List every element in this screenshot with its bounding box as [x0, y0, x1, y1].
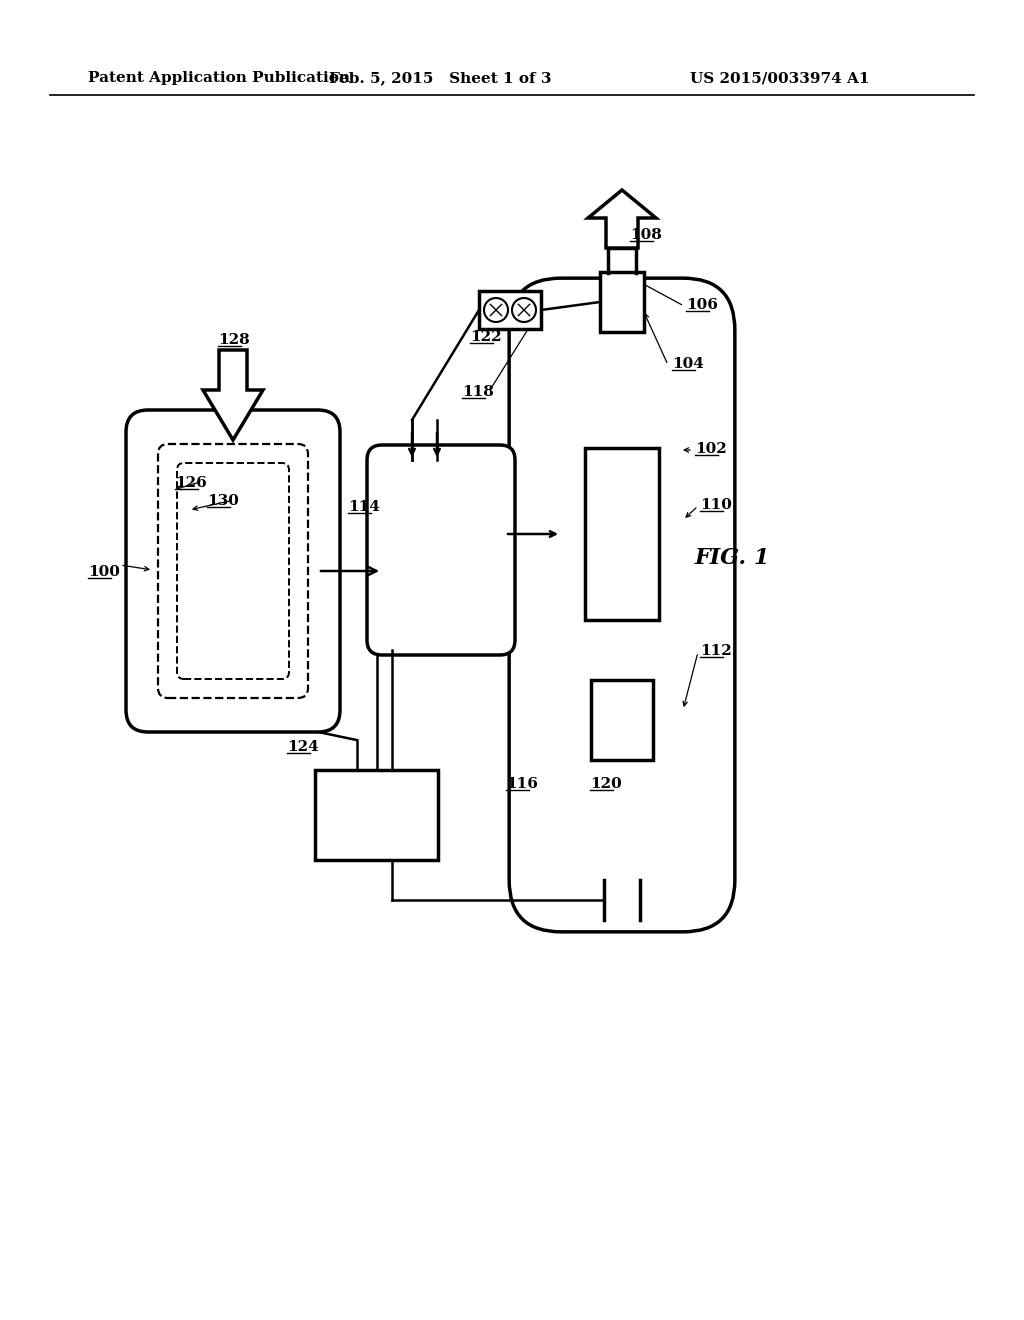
Polygon shape [588, 190, 656, 248]
Text: 126: 126 [175, 477, 207, 490]
Text: 106: 106 [686, 298, 718, 312]
FancyBboxPatch shape [126, 411, 340, 733]
FancyBboxPatch shape [367, 445, 515, 655]
Bar [315, 770, 438, 861]
Text: 120: 120 [590, 777, 622, 791]
Text: Feb. 5, 2015   Sheet 1 of 3: Feb. 5, 2015 Sheet 1 of 3 [329, 71, 551, 84]
Text: US 2015/0033974 A1: US 2015/0033974 A1 [690, 71, 870, 84]
Text: FIG. 1: FIG. 1 [695, 546, 770, 569]
Bar [600, 272, 644, 333]
Text: 130: 130 [207, 494, 239, 508]
Text: 102: 102 [695, 442, 727, 455]
Text: Patent Application Publication: Patent Application Publication [88, 71, 350, 84]
Text: 100: 100 [88, 565, 120, 579]
Bar [591, 680, 653, 760]
Text: 114: 114 [348, 500, 380, 513]
Bar [479, 290, 541, 329]
Bar [585, 447, 659, 620]
Circle shape [512, 298, 536, 322]
Text: 108: 108 [630, 228, 662, 242]
Text: 118: 118 [462, 385, 494, 399]
FancyBboxPatch shape [509, 279, 735, 932]
Circle shape [484, 298, 508, 322]
Polygon shape [203, 350, 263, 440]
Text: 116: 116 [506, 777, 538, 791]
Text: 104: 104 [672, 356, 703, 371]
Text: 112: 112 [700, 644, 732, 657]
Text: 110: 110 [700, 498, 732, 512]
Text: 122: 122 [470, 330, 502, 345]
Text: 124: 124 [287, 741, 318, 754]
Text: 128: 128 [218, 333, 250, 347]
